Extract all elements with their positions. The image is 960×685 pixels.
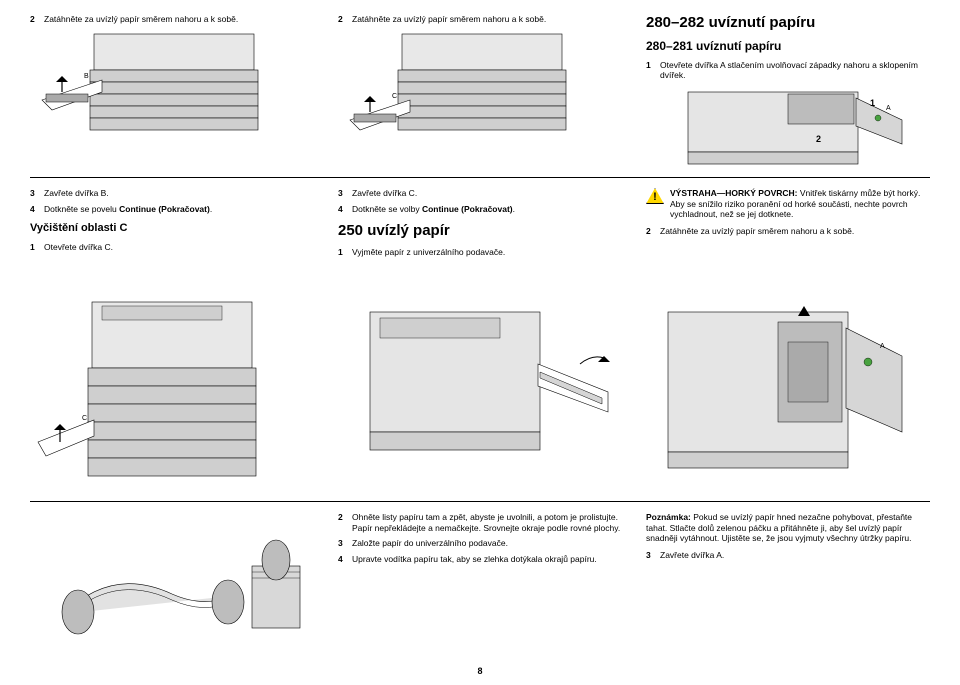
step-num: 1 <box>338 247 348 258</box>
heading-250: 250 uvízlý papír <box>338 222 622 241</box>
separator <box>30 177 930 178</box>
step-num: 2 <box>646 226 656 237</box>
svg-text:A: A <box>886 105 891 112</box>
r1-col1: 2 Zatáhněte za uvízlý papír směrem nahor… <box>30 14 314 169</box>
text: Dotkněte se povelu <box>44 204 119 214</box>
step: 3 Zavřete dvířka C. <box>338 188 622 199</box>
printer-tray-illustration: B <box>30 30 314 150</box>
step: 2 Zatáhněte za uvízlý papír směrem nahor… <box>30 14 314 25</box>
step-num: 3 <box>30 188 40 199</box>
step-num: 2 <box>30 14 40 25</box>
step-text: Vyjměte papír z univerzálního podavače. <box>352 247 622 258</box>
r2-col3: VÝSTRAHA—HORKÝ POVRCH: Vnitřek tiskárny … <box>646 188 930 288</box>
step-text: Otevřete dvířka C. <box>44 242 314 253</box>
text-bold: Continue (Pokračovat) <box>119 204 210 214</box>
printer-bypass-illustration <box>338 292 622 492</box>
step: 1 Otevřete dvířka C. <box>30 242 314 253</box>
step: 2 Ohněte listy papíru tam a zpět, abyste… <box>338 512 622 533</box>
r3-col2 <box>338 288 622 493</box>
step-num: 4 <box>30 204 40 215</box>
heading-clean-c: Vyčištění oblasti C <box>30 222 314 236</box>
svg-text:C: C <box>82 415 87 422</box>
text: Dotkněte se volby <box>352 204 422 214</box>
warning-text: VÝSTRAHA—HORKÝ POVRCH: Vnitřek tiskárny … <box>670 188 930 220</box>
step: 1 Vyjměte papír z univerzálního podavače… <box>338 247 622 258</box>
r3-col3: A <box>646 288 930 493</box>
step: 2 Zatáhněte za uvízlý papír směrem nahor… <box>646 226 930 237</box>
svg-text:C: C <box>392 93 397 100</box>
note: Poznámka: Pokud se uvízlý papír hned nez… <box>646 512 930 544</box>
step-text: Zavřete dvířka A. <box>660 550 930 561</box>
step: 3 Zavřete dvířka A. <box>646 550 930 561</box>
separator <box>30 501 930 502</box>
step: 3 Zavřete dvířka B. <box>30 188 314 199</box>
step-text: Zatáhněte za uvízlý papír směrem nahoru … <box>352 14 622 25</box>
row-2: 3 Zavřete dvířka B. 4 Dotkněte se povelu… <box>30 188 930 288</box>
warning-row: VÝSTRAHA—HORKÝ POVRCH: Vnitřek tiskárny … <box>646 188 930 220</box>
step: 3 Založte papír do univerzálního podavač… <box>338 538 622 549</box>
hot-surface-warning-icon <box>646 188 664 204</box>
step-text: Založte papír do univerzálního podavače. <box>352 538 622 549</box>
printer-door-illustration: A 2 1 <box>646 86 930 176</box>
r1-col3: 280–282 uvíznutí papíru 280–281 uvíznutí… <box>646 14 930 169</box>
r2-col2: 3 Zavřete dvířka C. 4 Dotkněte se volby … <box>338 188 622 288</box>
step: 4 Upravte vodítka papíru tak, aby se zle… <box>338 554 622 565</box>
step-num: 4 <box>338 204 348 215</box>
row-4: 2 Ohněte listy papíru tam a zpět, abyste… <box>30 512 930 662</box>
step-text: Zatáhněte za uvízlý papír směrem nahoru … <box>44 14 314 25</box>
step: 2 Zatáhněte za uvízlý papír směrem nahor… <box>338 14 622 25</box>
step-text: Dotkněte se povelu Continue (Pokračovat)… <box>44 204 314 215</box>
printer-inside-illustration: A <box>646 292 930 492</box>
step-text: Otevřete dvířka A stlačením uvolňovací z… <box>660 60 930 81</box>
row-3: C <box>30 288 930 493</box>
step-num: 3 <box>338 538 348 549</box>
step-num: 4 <box>338 554 348 565</box>
heading-280-281: 280–281 uvíznutí papíru <box>646 39 930 54</box>
row-1: 2 Zatáhněte za uvízlý papír směrem nahor… <box>30 14 930 169</box>
step-text: Upravte vodítka papíru tak, aby se zlehk… <box>352 554 622 565</box>
r2-col1: 3 Zavřete dvířka B. 4 Dotkněte se povelu… <box>30 188 314 288</box>
step-text: Zavřete dvířka B. <box>44 188 314 199</box>
r4-col2: 2 Ohněte listy papíru tam a zpět, abyste… <box>338 512 622 662</box>
step-text: Ohněte listy papíru tam a zpět, abyste j… <box>352 512 622 533</box>
page-number: 8 <box>0 666 960 677</box>
paper-flex-illustration <box>30 516 314 656</box>
printer-illustration: C <box>30 292 314 492</box>
step-text: Dotkněte se volby Continue (Pokračovat). <box>352 204 622 215</box>
step-text: Zavřete dvířka C. <box>352 188 622 199</box>
step-num: 2 <box>338 14 348 25</box>
step-num: 3 <box>338 188 348 199</box>
step-text: Zatáhněte za uvízlý papír směrem nahoru … <box>660 226 930 237</box>
note-label: Poznámka: <box>646 512 691 522</box>
r4-col1 <box>30 512 314 662</box>
r4-col3: Poznámka: Pokud se uvízlý papír hned nez… <box>646 512 930 662</box>
step-num: 1 <box>646 60 656 81</box>
heading-280-282: 280–282 uvíznutí papíru <box>646 14 930 33</box>
document-page: 2 Zatáhněte za uvízlý papír směrem nahor… <box>0 0 960 685</box>
step-num: 1 <box>30 242 40 253</box>
step: 4 Dotkněte se povelu Continue (Pokračova… <box>30 204 314 215</box>
text: . <box>513 204 515 214</box>
step: 1 Otevřete dvířka A stlačením uvolňovací… <box>646 60 930 81</box>
step-num: 3 <box>646 550 656 561</box>
step-num: 2 <box>338 512 348 533</box>
svg-text:B: B <box>84 73 89 80</box>
printer-tray-illustration: C <box>338 30 622 150</box>
step: 4 Dotkněte se volby Continue (Pokračovat… <box>338 204 622 215</box>
warning-label: VÝSTRAHA—HORKÝ POVRCH: <box>670 188 798 198</box>
r1-col2: 2 Zatáhněte za uvízlý papír směrem nahor… <box>338 14 622 169</box>
svg-text:1: 1 <box>870 98 875 108</box>
svg-text:A: A <box>880 343 885 350</box>
svg-text:2: 2 <box>816 134 821 144</box>
text-bold: Continue (Pokračovat) <box>422 204 513 214</box>
r3-col1: C <box>30 288 314 493</box>
text: . <box>210 204 212 214</box>
